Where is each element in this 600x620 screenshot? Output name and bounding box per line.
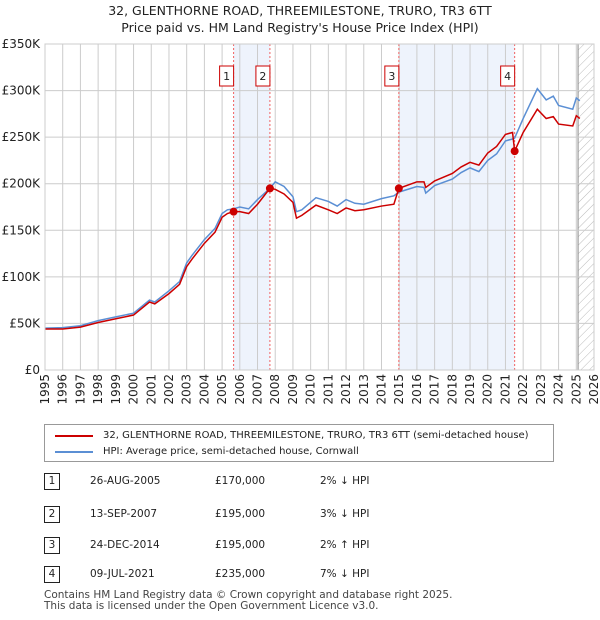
sale-label: 2: [259, 70, 266, 83]
legend-item-hpi: HPI: Average price, semi-detached house,…: [55, 446, 359, 457]
table-row: 4 09-JUL-2021 £235,000 7% ↓ HPI: [44, 566, 444, 584]
x-tick-label: 1999: [109, 374, 123, 405]
x-tick-label: 2018: [445, 374, 459, 405]
price-paid-line: [45, 107, 581, 330]
sale-number-badge: 3: [44, 537, 60, 554]
price-chart: £0 £50K £100K £150K £200K £250K £300K £350K 1995…: [2, 37, 600, 405]
shaded-range: [398, 44, 515, 370]
hpi-line: [44, 87, 581, 329]
sale-label-box: [219, 65, 235, 87]
x-tick-label: 2017: [428, 374, 442, 405]
sale-price: £170,000: [215, 475, 266, 487]
x-tick-label: 1995: [38, 374, 52, 405]
sale-label-box: [384, 65, 400, 87]
title-subtitle: Price paid vs. HM Land Registry's House …: [121, 20, 479, 35]
sale-date: 09-JUL-2021: [90, 568, 155, 580]
x-tick-label: 2007: [251, 374, 265, 405]
sale-label-box: [255, 65, 271, 87]
x-tick-label: 2016: [410, 374, 424, 405]
x-tick-label: 2025: [569, 374, 583, 405]
x-tick-label: 2026: [587, 374, 600, 405]
y-tick-label: £350K: [2, 37, 42, 51]
x-tick-label: 2023: [534, 374, 548, 405]
x-tick-label: 2015: [392, 374, 406, 405]
sale-number-badge: 2: [44, 506, 60, 523]
footer: Contains HM Land Registry data © Crown c…: [44, 590, 452, 612]
x-tick-label: 2014: [374, 374, 388, 405]
x-tick-label: 2003: [180, 374, 194, 405]
sale-date: 13-SEP-2007: [90, 508, 158, 520]
sale-label: 1: [223, 70, 230, 83]
title-address: 32, GLENTHORNE ROAD, THREEMILESTONE, TRU…: [108, 3, 492, 18]
sale-date: 24-DEC-2014: [90, 539, 160, 551]
legend-label: 32, GLENTHORNE ROAD, THREEMILESTONE, TRU…: [103, 430, 529, 441]
sale-price: £235,000: [215, 568, 266, 580]
footer-licence: This data is licensed under the Open Gov…: [44, 600, 379, 612]
sale-hpi-diff: 7% ↓ HPI: [320, 568, 370, 580]
y-tick-label: £100K: [2, 270, 42, 284]
forecast-hatch: [578, 44, 594, 370]
sale-price: £195,000: [215, 508, 266, 520]
x-tick-label: 2012: [339, 374, 353, 405]
sale-hpi-diff: 3% ↓ HPI: [320, 508, 370, 520]
x-tick-label: 2005: [215, 374, 229, 405]
sale-date: 26-AUG-2005: [90, 475, 161, 487]
x-tick-label: 2000: [127, 374, 141, 405]
sale-hpi-diff: 2% ↓ HPI: [320, 475, 370, 487]
table-row: 2 13-SEP-2007 £195,000 3% ↓ HPI: [44, 506, 444, 524]
x-tick-label: 2019: [463, 374, 477, 405]
sale-number-badge: 1: [44, 473, 60, 490]
x-tick-label: 2001: [144, 374, 158, 405]
sale-label: 4: [504, 70, 511, 83]
x-tick-label: 2011: [321, 374, 335, 405]
x-tick-label: 2022: [516, 374, 530, 405]
x-tick-label: 2020: [481, 374, 495, 405]
legend-label: HPI: Average price, semi-detached house,…: [103, 446, 359, 457]
table-row: 3 24-DEC-2014 £195,000 2% ↑ HPI: [44, 537, 444, 555]
sale-label-box: [500, 65, 516, 87]
x-tick-label: 2024: [552, 374, 566, 405]
x-tick-label: 2009: [286, 374, 300, 405]
x-tick-label: 1998: [91, 374, 105, 405]
x-tick-label: 2008: [268, 374, 282, 405]
sale-price: £195,000: [215, 539, 266, 551]
legend: 32, GLENTHORNE ROAD, THREEMILESTONE, TRU…: [44, 424, 554, 462]
chart-title: 32, GLENTHORNE ROAD, THREEMILESTONE, TRU…: [0, 2, 600, 36]
y-tick-label: £0: [25, 363, 40, 377]
legend-swatch-red: [55, 434, 93, 437]
legend-item-price: 32, GLENTHORNE ROAD, THREEMILESTONE, TRU…: [55, 430, 529, 441]
sale-point: [510, 147, 519, 156]
sale-point: [394, 184, 403, 193]
sale-label: 3: [388, 70, 395, 83]
x-tick-label: 2021: [498, 374, 512, 405]
y-tick-label: £250K: [2, 130, 42, 144]
x-tick-label: 1997: [73, 374, 87, 405]
sale-point: [229, 207, 238, 216]
sale-number-badge: 4: [44, 566, 60, 583]
y-tick-label: £300K: [2, 84, 42, 98]
y-tick-label: £50K: [9, 316, 41, 330]
sale-point: [265, 184, 274, 193]
legend-swatch-blue: [55, 450, 93, 453]
footer-copyright: Contains HM Land Registry data © Crown c…: [44, 589, 453, 601]
sale-hpi-diff: 2% ↑ HPI: [320, 539, 370, 551]
x-tick-label: 2010: [304, 374, 318, 405]
x-tick-label: 2004: [197, 374, 211, 405]
plot-border: [44, 43, 595, 371]
x-tick-label: 1996: [56, 374, 70, 405]
y-tick-label: £150K: [2, 223, 42, 237]
x-tick-label: 2002: [162, 374, 176, 405]
y-tick-label: £200K: [2, 177, 42, 191]
table-row: 1 26-AUG-2005 £170,000 2% ↓ HPI: [44, 473, 444, 491]
x-tick-label: 2013: [357, 374, 371, 405]
x-tick-label: 2006: [233, 374, 247, 405]
